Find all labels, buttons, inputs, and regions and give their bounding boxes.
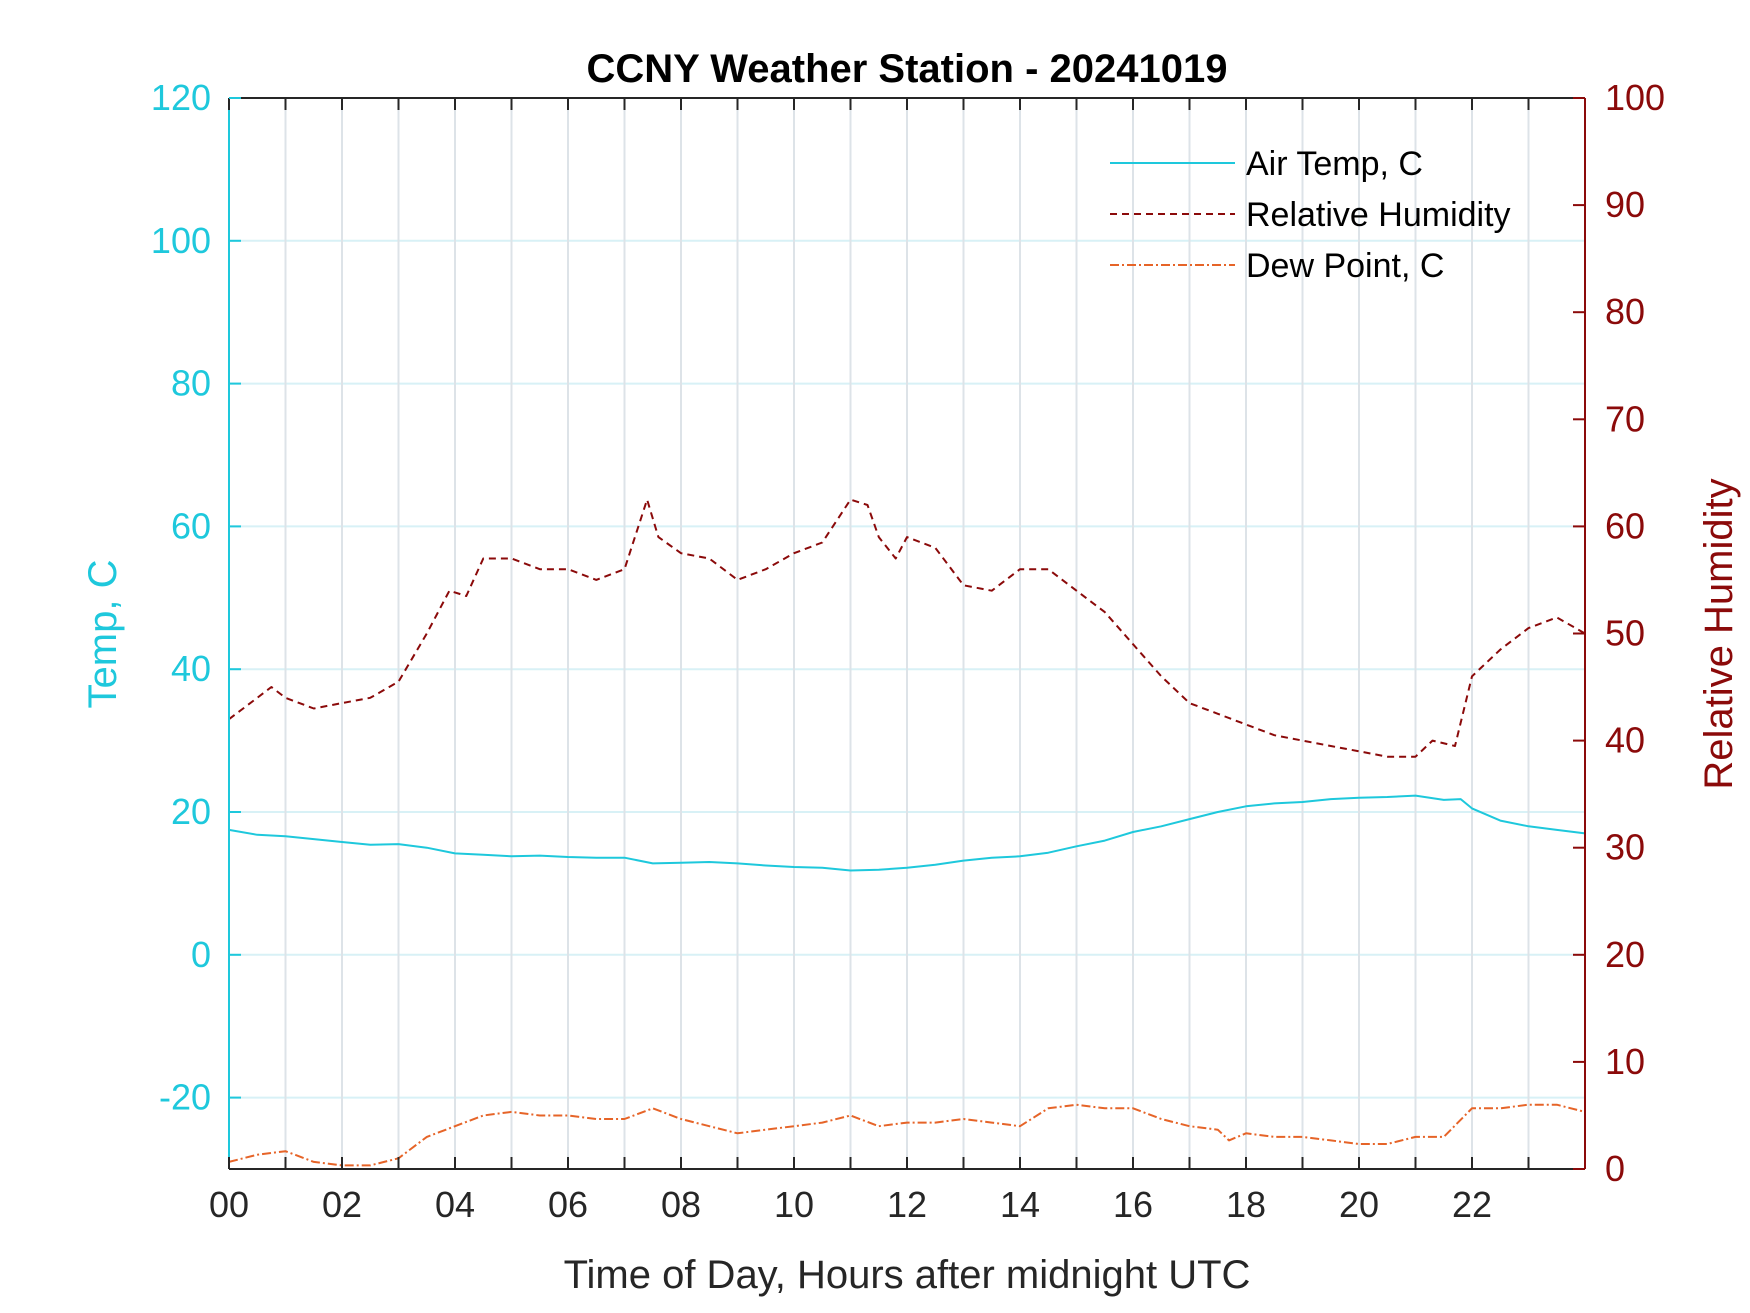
legend-label: Air Temp, C [1246, 145, 1423, 183]
x-axis-label: Time of Day, Hours after midnight UTC [564, 1253, 1251, 1297]
y-right-tick-label: 0 [1605, 1148, 1625, 1189]
y-left-tick-label: 60 [171, 505, 211, 546]
y-right-tick-label: 60 [1605, 505, 1645, 546]
y-left-tick-label: 80 [171, 363, 211, 404]
x-tick-label: 14 [1000, 1184, 1040, 1225]
x-tick-label: 04 [435, 1184, 475, 1225]
legend: Air Temp, C Relative Humidity Dew Point, C [1110, 145, 1511, 285]
y-right-tick-label: 10 [1605, 1041, 1645, 1082]
y-left-tick-label: 40 [171, 648, 211, 689]
y-right-tick-label: 30 [1605, 827, 1645, 868]
y-left-tick-label: 100 [151, 220, 211, 261]
x-tick-label: 22 [1452, 1184, 1492, 1225]
series-line-dew-point-c [228, 1103, 1586, 1167]
x-tick-label: 12 [887, 1184, 927, 1225]
legend-label: Dew Point, C [1246, 247, 1444, 285]
x-tick-label: 16 [1113, 1184, 1153, 1225]
y-left-tick-label: -20 [159, 1077, 211, 1118]
x-tick-label: 02 [322, 1184, 362, 1225]
x-tick-label: 10 [774, 1184, 814, 1225]
y-right-tick-label: 90 [1605, 184, 1645, 225]
axes: 00 02 04 06 08 10 12 14 16 18 20 22-200204060801001… [151, 77, 1665, 1225]
y-right-tick-label: 100 [1605, 77, 1665, 118]
y-left-tick-label: 20 [171, 791, 211, 832]
legend-label: Relative Humidity [1246, 196, 1511, 234]
grid [229, 97, 1585, 1169]
series-line-relative-humidity [228, 498, 1586, 758]
y-right-tick-label: 80 [1605, 291, 1645, 332]
y-left-tick-label: 0 [191, 934, 211, 975]
y-axis-right-label: Relative Humidity [1697, 478, 1741, 789]
x-tick-label: 20 [1339, 1184, 1379, 1225]
x-tick-label: 08 [661, 1184, 701, 1225]
x-tick-label: 00 [209, 1184, 249, 1225]
y-right-tick-label: 70 [1605, 398, 1645, 439]
y-left-tick-label: 120 [151, 77, 211, 118]
x-tick-label: 06 [548, 1184, 588, 1225]
chart-title: CCNY Weather Station - 20241019 [587, 47, 1228, 91]
y-right-tick-label: 20 [1605, 934, 1645, 975]
y-right-tick-label: 40 [1605, 720, 1645, 761]
series-layer [228, 498, 1586, 1167]
x-tick-label: 18 [1226, 1184, 1266, 1225]
y-right-tick-label: 50 [1605, 613, 1645, 654]
y-axis-left-label: Temp, C [81, 560, 125, 709]
series-line-air-temp-c [228, 794, 1586, 872]
